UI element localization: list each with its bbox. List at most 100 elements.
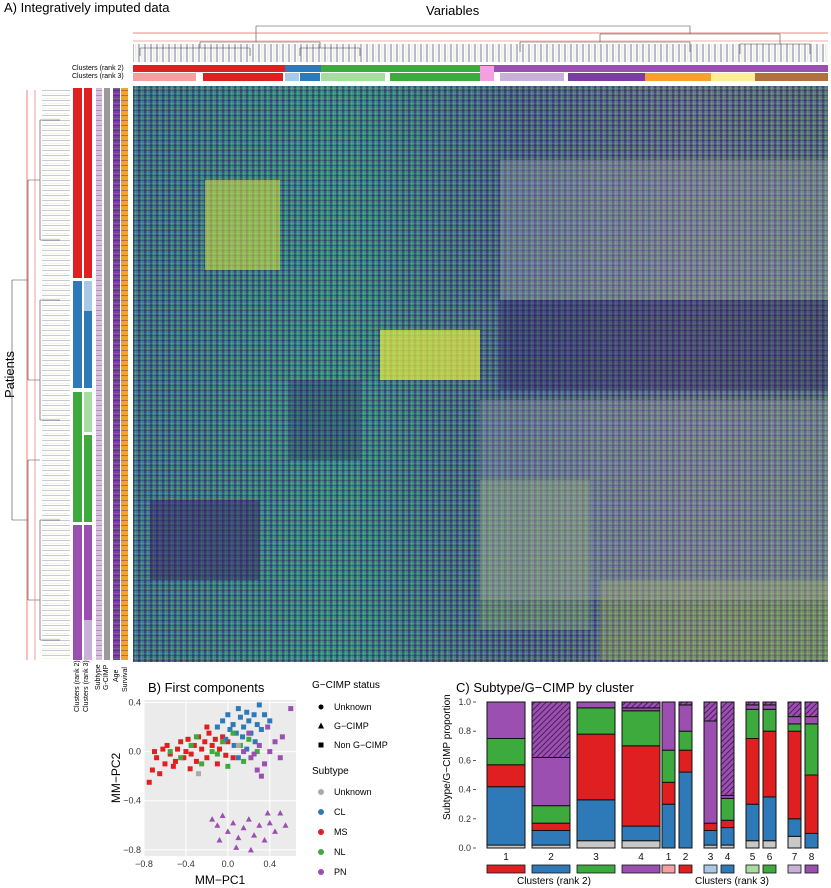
- scatter-point: [199, 746, 205, 752]
- scatter-point: [241, 724, 247, 730]
- bar-segment: [745, 708, 760, 740]
- gcimp-legend-item: Unknown: [316, 697, 388, 716]
- bar-segment: [762, 708, 777, 732]
- scatter-point: [151, 749, 157, 755]
- row-track-label-survival: Survival: [122, 667, 129, 692]
- bar-segment: [787, 716, 802, 725]
- bar-cluster-swatch: [745, 864, 760, 874]
- col-track-label-rank3: Clusters (rank 3): [72, 73, 124, 80]
- bar-segment: [720, 701, 735, 796]
- bar-category-label: 2: [548, 852, 554, 863]
- bar-segment: [486, 786, 526, 846]
- scatter-point: [261, 837, 268, 843]
- bar-segment: [531, 805, 571, 824]
- scatter-point: [172, 758, 178, 764]
- bar-segment: [787, 818, 802, 837]
- subtype-legend-item: PN: [316, 862, 372, 882]
- row-cluster-rank2-bar: [73, 88, 82, 660]
- col-track-label-rank2: Clusters (rank 2): [72, 65, 124, 72]
- subtype-legend: Unknown CL MS NL PN: [316, 782, 372, 882]
- row-cluster-rank3-bar: [84, 88, 92, 660]
- bar-segment: [678, 701, 693, 706]
- bars-y-tick-label: 0.2: [458, 814, 471, 824]
- row-gcimp-track: [104, 88, 110, 660]
- bar-segment: [531, 756, 571, 807]
- bar-segment: [678, 704, 693, 732]
- bar-category-label: 5: [750, 852, 756, 863]
- scatter-point: [178, 755, 184, 761]
- bar-cluster-swatch: [661, 864, 676, 874]
- scatter-point: [175, 746, 181, 752]
- bar-segment: [678, 771, 693, 849]
- scatter-point: [187, 766, 193, 772]
- scatter-points: [146, 702, 294, 853]
- scatter-point: [220, 739, 226, 745]
- bar-segment: [531, 829, 571, 846]
- bar-segment: [621, 840, 661, 849]
- bars-y-tick-label: 0.4: [458, 785, 471, 795]
- scatter-point: [240, 824, 247, 831]
- panel-c-x-label-rank3: Clusters (rank 3): [695, 876, 769, 887]
- scatter-point: [149, 767, 155, 773]
- subtype-legend-label: PN: [334, 867, 347, 877]
- bar-segment: [486, 738, 526, 766]
- bar-segment: [720, 827, 735, 846]
- bars-y-tick-label: 0.6: [458, 755, 471, 765]
- scatter-point: [204, 755, 210, 761]
- scatter-point: [267, 749, 273, 755]
- bar-segment: [745, 738, 760, 805]
- scatter-point: [206, 730, 212, 736]
- panel-a-title: A) Integratively imputed data: [4, 0, 170, 15]
- scatter-point: [288, 706, 294, 712]
- bar-category-label: 3: [593, 852, 599, 863]
- subtype-legend-label: Unknown: [334, 787, 372, 797]
- subtype-legend-title: Subtype: [312, 766, 349, 777]
- scatter-point: [251, 712, 257, 718]
- bar-segment: [621, 710, 661, 747]
- bars-y-tick-label: 0.0: [458, 843, 471, 853]
- subtype-legend-label: CL: [334, 807, 346, 817]
- scatter-y-tick-label: 0.0: [128, 747, 141, 757]
- column-cluster-rank3-bar: [133, 66, 828, 81]
- bar-segment: [486, 764, 526, 788]
- gcimp-legend-item: Non G−CIMP: [316, 735, 388, 754]
- scatter-point: [267, 718, 273, 724]
- legend-square-icon: [318, 742, 324, 747]
- variables-label: Variables: [426, 3, 480, 18]
- scatter-point: [209, 749, 215, 755]
- bar-segment: [678, 730, 693, 751]
- scatter-point: [214, 751, 220, 757]
- bar-segment: [762, 704, 777, 710]
- legend-swatch-pn: [318, 869, 324, 875]
- scatter-point: [235, 742, 241, 748]
- bar-segment: [576, 701, 616, 709]
- subtype-legend-item: MS: [316, 822, 372, 842]
- subtype-legend-item: CL: [316, 802, 372, 822]
- bar-category-label: 7: [792, 852, 798, 863]
- scatter-point: [199, 761, 205, 767]
- scatter-point: [204, 724, 210, 730]
- bar-segment: [787, 701, 802, 718]
- bar-segment: [576, 840, 616, 849]
- scatter-point: [235, 834, 242, 841]
- scatter-point: [254, 767, 260, 773]
- subtype-legend-item: Unknown: [316, 782, 372, 802]
- bar-cluster-swatch: [762, 864, 777, 874]
- scatter-point: [227, 726, 233, 732]
- bars-rank2: 1 2 3 4: [486, 701, 661, 874]
- gcimp-legend-label: Unknown: [334, 701, 372, 712]
- scatter-point: [252, 739, 258, 745]
- scatter-point: [258, 726, 264, 732]
- scatter-x-tick-label: −0.4: [177, 859, 195, 869]
- scatter-point: [185, 736, 191, 742]
- subtype-legend-label: NL: [334, 847, 346, 857]
- gcimp-legend-label: G−CIMP: [334, 720, 369, 731]
- bar-segment: [745, 803, 760, 842]
- scatter-point: [193, 734, 199, 740]
- legend-triangle-icon: [318, 722, 324, 728]
- bars-y-tick-label: 1.0: [458, 697, 471, 707]
- bar-category-label: 4: [725, 852, 731, 863]
- scatter-point: [245, 816, 252, 822]
- panel-b-title: B) First components: [148, 680, 265, 695]
